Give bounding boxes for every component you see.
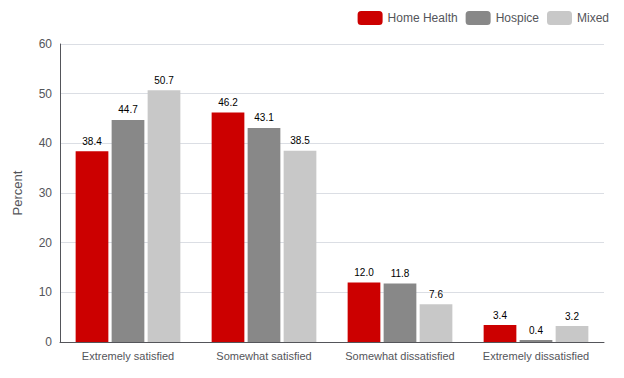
svg-text:44.7: 44.7 [118, 104, 138, 115]
svg-text:50: 50 [39, 87, 53, 101]
svg-text:50.7: 50.7 [154, 75, 174, 86]
svg-text:7.6: 7.6 [429, 289, 443, 300]
svg-text:Somewhat dissatisfied: Somewhat dissatisfied [345, 350, 454, 362]
svg-text:3.2: 3.2 [565, 311, 579, 322]
svg-text:Extremely satisfied: Extremely satisfied [82, 350, 174, 362]
svg-text:43.1: 43.1 [254, 112, 274, 123]
svg-text:38.4: 38.4 [82, 136, 102, 147]
svg-text:30: 30 [39, 186, 53, 200]
svg-text:12.0: 12.0 [354, 267, 374, 278]
svg-text:Percent: Percent [10, 170, 25, 215]
svg-text:11.8: 11.8 [391, 268, 410, 279]
svg-text:3.4: 3.4 [493, 310, 507, 321]
svg-text:Somewhat satisfied: Somewhat satisfied [216, 350, 311, 362]
svg-text:0.4: 0.4 [529, 325, 543, 336]
svg-text:40: 40 [39, 136, 53, 150]
svg-text:Hospice: Hospice [496, 11, 540, 25]
svg-text:Home Health: Home Health [388, 11, 458, 25]
svg-text:20: 20 [39, 236, 53, 250]
svg-text:Mixed: Mixed [577, 11, 609, 25]
svg-text:38.5: 38.5 [290, 135, 310, 146]
svg-text:10: 10 [39, 285, 53, 299]
svg-text:60: 60 [39, 37, 53, 51]
svg-text:Extremely dissatisfied: Extremely dissatisfied [483, 350, 589, 362]
svg-text:0: 0 [45, 335, 52, 349]
svg-text:46.2: 46.2 [218, 97, 238, 108]
